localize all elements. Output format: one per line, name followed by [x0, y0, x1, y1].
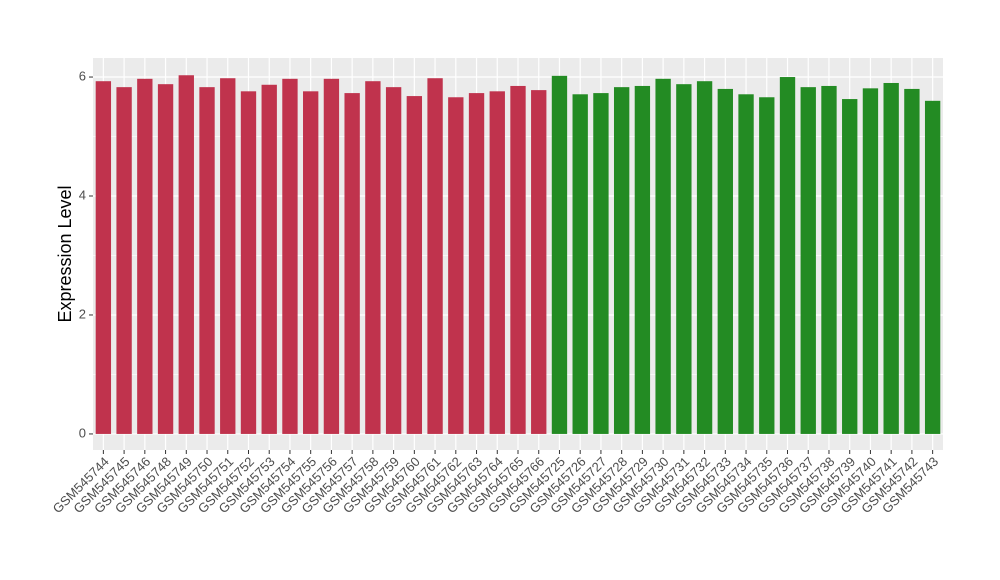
- y-tick-label: 6: [79, 68, 86, 83]
- bar: [365, 81, 381, 434]
- bar: [344, 93, 360, 434]
- y-axis-title: Expression Level: [55, 185, 75, 322]
- bar: [116, 87, 132, 434]
- bar: [303, 91, 319, 434]
- bar: [468, 93, 485, 434]
- bar: [779, 77, 796, 434]
- bar: [862, 88, 879, 434]
- bar: [531, 90, 547, 434]
- bar: [738, 94, 754, 434]
- bar: [676, 84, 692, 434]
- bar: [137, 78, 153, 434]
- bar: [883, 82, 899, 434]
- bar: [406, 96, 423, 434]
- bar: [572, 94, 588, 434]
- bar: [842, 99, 858, 434]
- bar: [261, 84, 277, 434]
- bar: [385, 87, 402, 434]
- bar: [240, 91, 257, 434]
- bar: [157, 84, 174, 434]
- bar: [551, 75, 568, 434]
- bar: [613, 87, 630, 434]
- bar: [323, 78, 340, 434]
- bar: [717, 88, 733, 434]
- bar: [199, 87, 215, 434]
- bar: [448, 97, 464, 434]
- bar: [427, 78, 443, 434]
- bar: [634, 85, 651, 434]
- bar: [924, 100, 941, 434]
- bar: [489, 91, 505, 434]
- y-tick-label: 0: [79, 425, 86, 440]
- bar: [759, 97, 775, 434]
- bar: [821, 85, 837, 434]
- y-tick-label: 4: [79, 187, 86, 202]
- bar: [800, 87, 816, 434]
- bar: [95, 81, 112, 434]
- bar: [282, 78, 298, 434]
- bar: [904, 88, 920, 434]
- bar: [696, 81, 713, 434]
- bar: [655, 78, 671, 434]
- bar: [510, 85, 526, 434]
- bar: [220, 78, 236, 434]
- y-tick-label: 2: [79, 306, 86, 321]
- bar: [593, 93, 609, 434]
- bar: [178, 75, 194, 434]
